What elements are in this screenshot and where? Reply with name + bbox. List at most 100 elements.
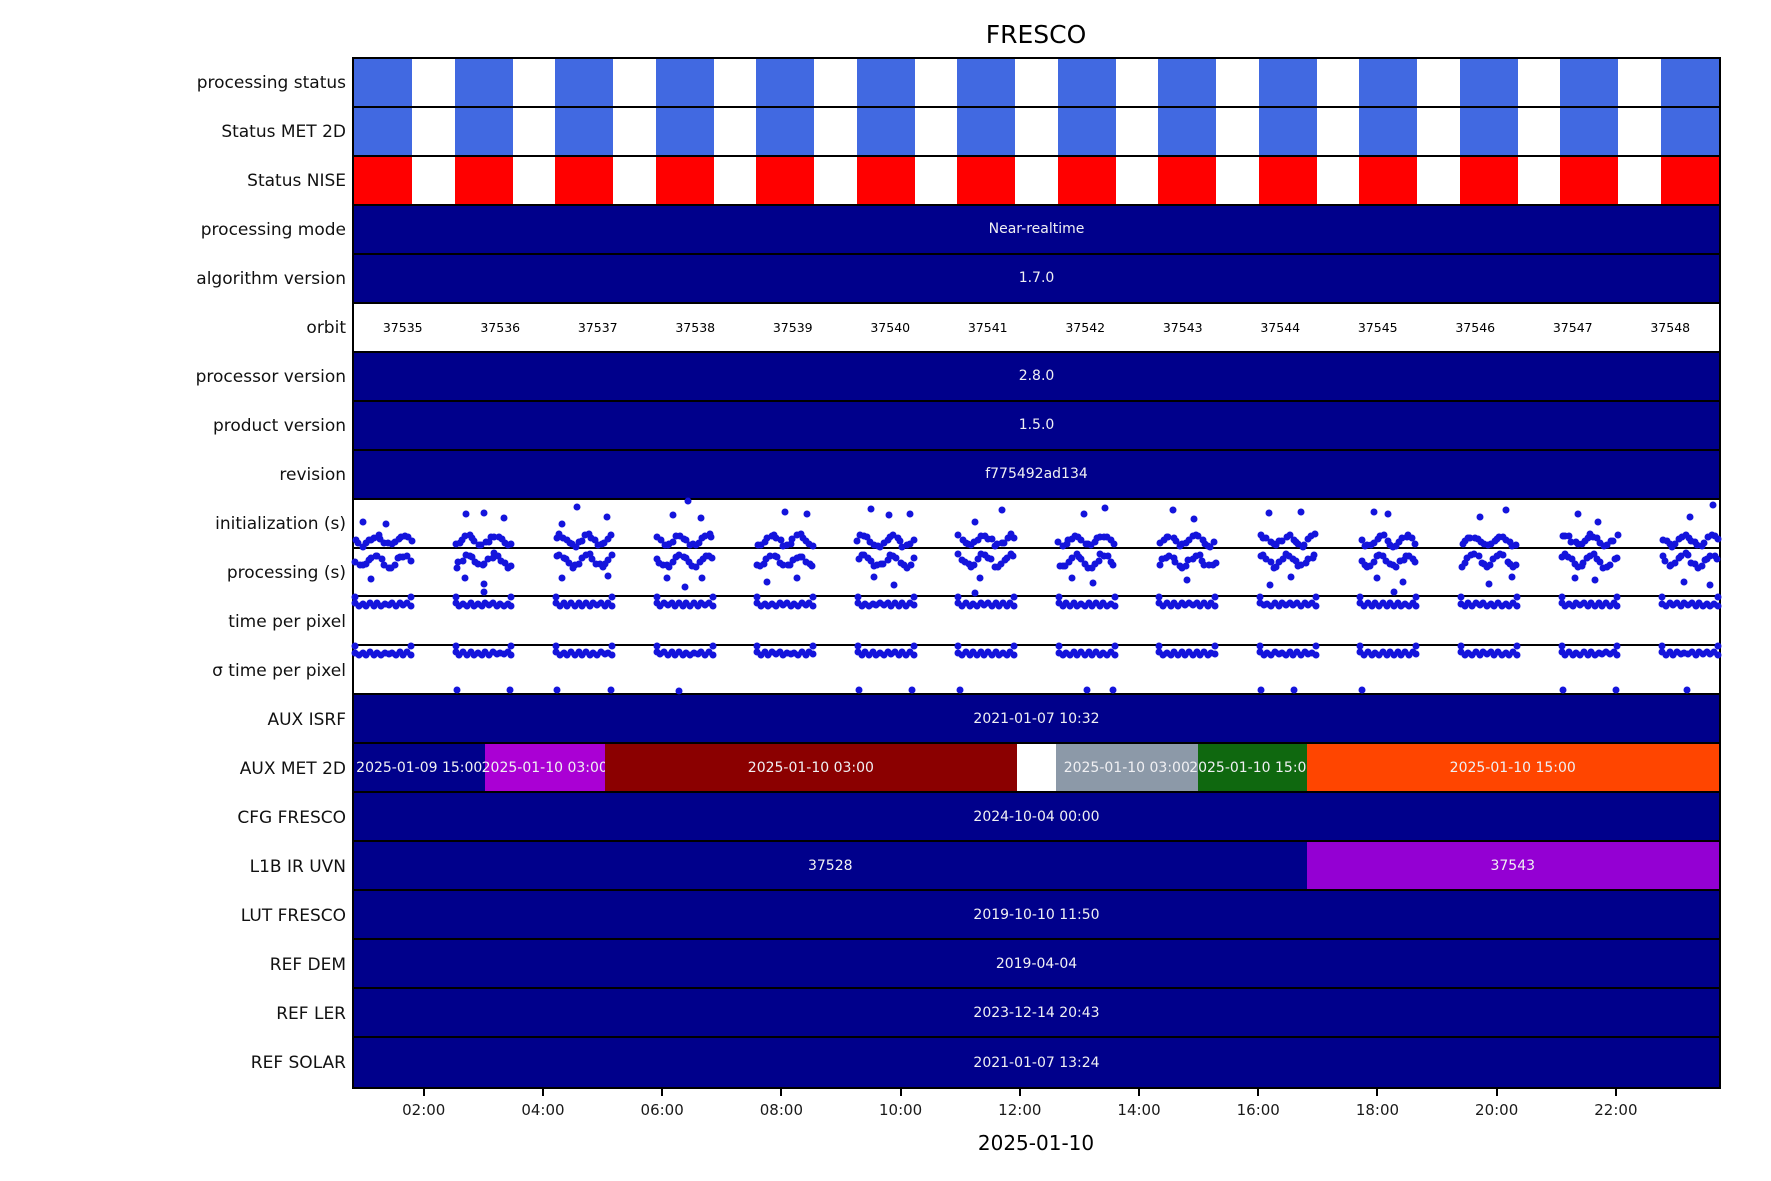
scatter-dot [1691,560,1699,568]
scatter-dot [1494,599,1502,607]
scatter-dot [470,651,478,659]
scatter-dot [1658,593,1666,601]
scatter-dot [1409,599,1417,607]
scatter-dot [1673,599,1681,607]
scatter-dot [1200,648,1208,656]
scatter-dot [367,575,375,583]
scatter-dot [1390,651,1398,659]
scatter-dot [582,648,590,656]
scatter-dot [1574,510,1582,518]
scatter-dot [380,539,388,547]
scatter-dot [695,539,703,547]
scatter-dot [705,648,713,656]
scatter-dot [1558,599,1566,607]
scatter-dot [1395,538,1403,546]
scatter-dot [1706,650,1714,658]
scatter-dot [1266,581,1274,589]
scatter-dot [556,651,564,659]
scatter-dot [1300,541,1308,549]
scatter-dot [1073,602,1081,610]
scatter-dot [362,560,370,568]
scatter-dot [1066,651,1074,659]
scatter-dot [455,651,463,659]
scatter-dot [1684,551,1692,559]
scatter-dot [1170,554,1178,562]
scatter-dot [581,531,589,538]
scatter-dot [1091,538,1099,546]
scatter-dot [1591,602,1599,610]
scatter-dot [679,602,687,610]
scatter-dot [993,540,1001,548]
x-axis-tick [899,1087,902,1096]
scatter-dot [1578,540,1586,548]
scatter-dot [1376,532,1384,540]
scatter-dot [962,648,970,656]
scatter-dot [1405,651,1413,659]
status-block [1359,59,1418,106]
scatter-dot [1658,642,1666,650]
scatter-dot [392,651,400,659]
scatter-dot [1096,602,1104,610]
scatter-dot [1502,649,1510,657]
scatter-dot [1596,558,1604,566]
row-value-product-version: 1.5.0 [1018,417,1055,434]
scatter-dot [1185,536,1193,544]
scatter-dot [381,600,389,608]
orbit-number: 37548 [1650,319,1691,335]
scatter-dot [709,593,717,601]
scatter-dot [1190,515,1198,523]
scatter-dot [1189,555,1197,563]
status-block [655,156,714,204]
scatter-dot [1262,555,1270,563]
scatter-dot [879,560,887,568]
scatter-dot [1613,602,1621,610]
scatter-dot [973,651,981,659]
scatter-dot [794,651,802,659]
segment-label: 2025-01-10 15:00 [1449,759,1576,776]
scatter-dot [988,602,996,610]
scatter-dot [1096,550,1104,558]
scatter-dot [1170,599,1178,607]
row-label-product-version: product version [212,416,346,437]
scatter-dot [1374,535,1382,543]
scatter-dot [1278,649,1286,657]
scatter-dot [876,649,884,657]
scatter-dot [493,650,501,658]
scatter-dot [1304,555,1312,563]
scatter-dot [1400,556,1408,564]
row-sigma-time-per-pixel [351,642,1722,696]
scatter-dot [1308,599,1316,607]
scatter-dot [1271,599,1279,607]
scatter-dot [1699,650,1707,658]
scatter-dot [601,560,609,568]
scatter-dot [954,550,962,558]
status-block [1359,156,1418,204]
x-axis-tick-label: 16:00 [1236,1101,1280,1119]
scatter-dot [1297,508,1305,516]
scatter-dot [1693,541,1701,549]
scatter-dot [1364,648,1372,656]
scatter-dot [589,599,597,607]
row-aux-isrf: 2021-01-07 10:32 [354,695,1719,745]
scatter-dot [1614,531,1622,539]
scatter-dot [459,600,467,608]
scatter-dot [1070,648,1078,656]
scatter-dot [887,650,895,658]
scatter-dot [555,530,563,538]
scatter-dot [954,642,962,650]
scatter-dot [608,651,616,659]
scatter-dot [1206,543,1214,551]
scatter-dot [1294,540,1302,548]
scatter-dot [1666,599,1673,607]
scatter-dot [593,651,601,659]
scatter-dot [980,651,988,659]
scatter-dot [772,534,780,542]
scatter-dot [1107,600,1115,608]
scatter-dot [910,536,918,544]
scatter-dot [1193,599,1201,607]
scatter-dot [708,554,716,562]
row-algorithm-version: 1.7.0 [354,254,1719,304]
scatter-dot [760,560,768,568]
scatter-dot [489,648,497,656]
scatter-dot [709,602,717,610]
